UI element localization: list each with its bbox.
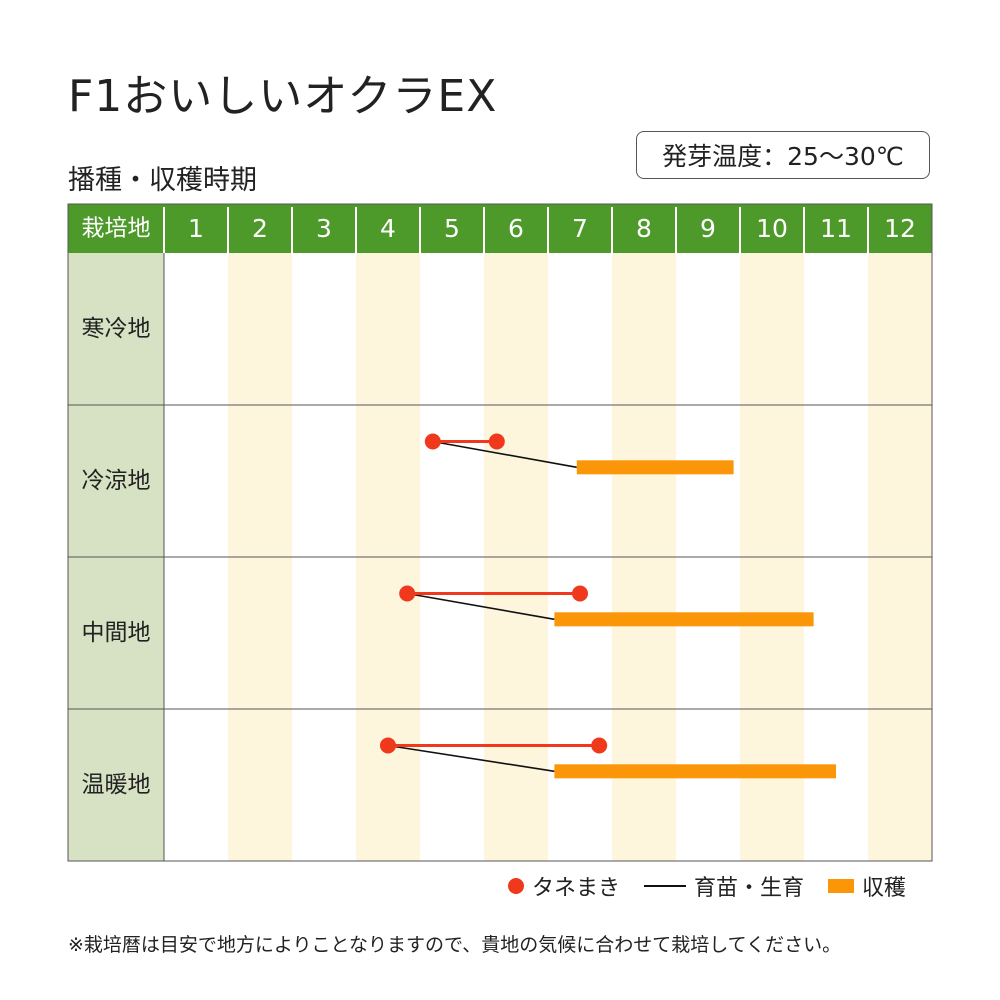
month-label-6: 6 <box>508 214 524 243</box>
growing-line <box>387 744 555 773</box>
growing-line <box>407 592 555 621</box>
chart-subtitle: 播種・収穫時期 <box>68 165 257 196</box>
month-label-12: 12 <box>884 214 916 243</box>
legend-harvest-label: 収穫 <box>862 876 907 901</box>
month-label-10: 10 <box>756 214 788 243</box>
sowing-start-dot <box>399 585 416 602</box>
legend: タネまき 育苗・生育 収穫 <box>508 870 906 902</box>
month-label-9: 9 <box>700 214 716 243</box>
month-label-1: 1 <box>188 214 204 243</box>
month-label-3: 3 <box>316 214 332 243</box>
sowing-start-dot <box>424 433 441 450</box>
sowing-start-dot <box>380 737 396 754</box>
region-label: 中間地 <box>82 620 151 646</box>
legend-sowing-label: タネまき <box>532 876 621 901</box>
month-label-2: 2 <box>252 214 268 243</box>
month-label-5: 5 <box>444 214 460 243</box>
growing-line <box>432 440 577 469</box>
harvest-bar <box>554 612 814 627</box>
legend-item-sowing: タネまき <box>508 870 620 902</box>
harvest-bar <box>576 460 734 475</box>
region-label: 寒冷地 <box>82 316 151 342</box>
month-label-11: 11 <box>820 214 852 243</box>
legend-item-harvest: 収穫 <box>828 870 906 902</box>
footnote: ※栽培暦は目安で地方によりことなりますので、貴地の気候に合わせて栽培してください… <box>68 934 842 956</box>
sowing-end-dot <box>591 737 608 754</box>
legend-item-growing: 育苗・生育 <box>644 870 804 902</box>
month-label-8: 8 <box>636 214 652 243</box>
harvest-bar <box>554 764 836 779</box>
header-cultivation-area-label: 栽培地 <box>82 216 151 242</box>
legend-harvest-bar-icon <box>828 879 855 893</box>
region-label: 冷涼地 <box>82 468 151 494</box>
sowing-end-dot <box>488 433 505 450</box>
legend-growing-label: 育苗・生育 <box>694 876 805 901</box>
month-label-4: 4 <box>380 214 396 243</box>
chart-border <box>67 203 933 862</box>
legend-growing-line-icon <box>644 885 687 887</box>
header-row-background <box>68 204 932 253</box>
germination-temperature-badge: 発芽温度：25〜30℃ <box>636 131 930 179</box>
month-label-7: 7 <box>572 214 588 243</box>
page-title: F1おいしいオクラEX <box>68 71 498 122</box>
legend-sowing-dot-icon <box>508 878 524 894</box>
sowing-end-dot <box>572 585 588 602</box>
region-label: 温暖地 <box>82 772 151 798</box>
